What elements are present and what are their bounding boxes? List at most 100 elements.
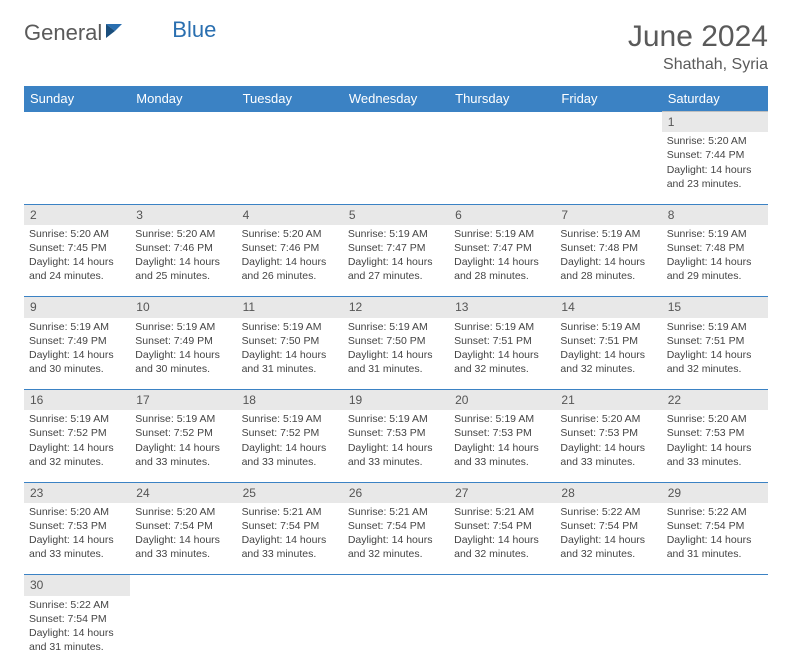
daylight2-text: and 32 minutes. bbox=[348, 547, 444, 561]
sunrise-text: Sunrise: 5:19 AM bbox=[667, 227, 763, 241]
sunset-text: Sunset: 7:54 PM bbox=[348, 519, 444, 533]
day-number bbox=[449, 112, 555, 133]
logo-text-general: General bbox=[24, 20, 102, 46]
week-row: Sunrise: 5:22 AMSunset: 7:54 PMDaylight:… bbox=[24, 596, 768, 668]
daylight2-text: and 26 minutes. bbox=[242, 269, 338, 283]
sunrise-text: Sunrise: 5:19 AM bbox=[454, 227, 550, 241]
week-row: Sunrise: 5:19 AMSunset: 7:49 PMDaylight:… bbox=[24, 318, 768, 390]
sunrise-text: Sunrise: 5:20 AM bbox=[560, 412, 656, 426]
daynum-row: 23242526272829 bbox=[24, 482, 768, 503]
day-number: 7 bbox=[555, 204, 661, 225]
day-cell: Sunrise: 5:19 AMSunset: 7:52 PMDaylight:… bbox=[130, 410, 236, 482]
sunset-text: Sunset: 7:51 PM bbox=[560, 334, 656, 348]
sunrise-text: Sunrise: 5:22 AM bbox=[29, 598, 125, 612]
sunrise-text: Sunrise: 5:22 AM bbox=[667, 505, 763, 519]
day-number: 1 bbox=[662, 112, 768, 133]
sunset-text: Sunset: 7:47 PM bbox=[454, 241, 550, 255]
daylight1-text: Daylight: 14 hours bbox=[29, 533, 125, 547]
daylight2-text: and 27 minutes. bbox=[348, 269, 444, 283]
daylight1-text: Daylight: 14 hours bbox=[667, 441, 763, 455]
day-number: 8 bbox=[662, 204, 768, 225]
day-number bbox=[555, 575, 661, 596]
sunrise-text: Sunrise: 5:21 AM bbox=[454, 505, 550, 519]
daylight2-text: and 23 minutes. bbox=[667, 177, 763, 191]
day-number: 28 bbox=[555, 482, 661, 503]
sunrise-text: Sunrise: 5:20 AM bbox=[242, 227, 338, 241]
daylight1-text: Daylight: 14 hours bbox=[242, 441, 338, 455]
sunset-text: Sunset: 7:52 PM bbox=[242, 426, 338, 440]
day-cell bbox=[449, 132, 555, 204]
daylight2-text: and 32 minutes. bbox=[560, 547, 656, 561]
day-cell bbox=[237, 596, 343, 668]
daylight1-text: Daylight: 14 hours bbox=[242, 255, 338, 269]
daylight1-text: Daylight: 14 hours bbox=[454, 255, 550, 269]
day-cell: Sunrise: 5:19 AMSunset: 7:50 PMDaylight:… bbox=[343, 318, 449, 390]
title-block: June 2024 Shathah, Syria bbox=[628, 20, 768, 74]
daylight2-text: and 28 minutes. bbox=[454, 269, 550, 283]
day-number: 4 bbox=[237, 204, 343, 225]
daylight2-text: and 24 minutes. bbox=[29, 269, 125, 283]
sunrise-text: Sunrise: 5:19 AM bbox=[135, 412, 231, 426]
daylight1-text: Daylight: 14 hours bbox=[348, 255, 444, 269]
daylight1-text: Daylight: 14 hours bbox=[348, 348, 444, 362]
daylight1-text: Daylight: 14 hours bbox=[135, 441, 231, 455]
day-cell bbox=[343, 132, 449, 204]
daylight2-text: and 31 minutes. bbox=[348, 362, 444, 376]
daylight2-text: and 33 minutes. bbox=[29, 547, 125, 561]
sunset-text: Sunset: 7:50 PM bbox=[348, 334, 444, 348]
sunset-text: Sunset: 7:53 PM bbox=[667, 426, 763, 440]
day-number: 15 bbox=[662, 297, 768, 318]
day-number: 3 bbox=[130, 204, 236, 225]
calendar-table: Sunday Monday Tuesday Wednesday Thursday… bbox=[24, 86, 768, 668]
day-cell: Sunrise: 5:20 AMSunset: 7:45 PMDaylight:… bbox=[24, 225, 130, 297]
day-cell: Sunrise: 5:19 AMSunset: 7:51 PMDaylight:… bbox=[449, 318, 555, 390]
sunset-text: Sunset: 7:53 PM bbox=[348, 426, 444, 440]
day-number: 9 bbox=[24, 297, 130, 318]
daylight1-text: Daylight: 14 hours bbox=[135, 255, 231, 269]
daylight1-text: Daylight: 14 hours bbox=[560, 441, 656, 455]
sunset-text: Sunset: 7:52 PM bbox=[135, 426, 231, 440]
week-row: Sunrise: 5:20 AM Sunset: 7:45 PM Daylight:… bbox=[24, 225, 768, 297]
daylight1-text: Daylight: 14 hours bbox=[29, 441, 125, 455]
sunrise-text: Sunrise: 5:19 AM bbox=[135, 320, 231, 334]
day-number: 14 bbox=[555, 297, 661, 318]
day-number: 11 bbox=[237, 297, 343, 318]
sunrise-text: Sunrise: 5:20 AM bbox=[667, 412, 763, 426]
day-number bbox=[343, 575, 449, 596]
day-cell: Sunrise: 5:19 AMSunset: 7:48 PMDaylight:… bbox=[555, 225, 661, 297]
weekday-header: Sunday bbox=[24, 86, 130, 112]
day-number: 26 bbox=[343, 482, 449, 503]
day-number bbox=[662, 575, 768, 596]
daylight1-text: Daylight: 14 hours bbox=[454, 533, 550, 547]
daylight1-text: Daylight: 14 hours bbox=[29, 348, 125, 362]
day-cell bbox=[130, 132, 236, 204]
day-number bbox=[343, 112, 449, 133]
weekday-header: Friday bbox=[555, 86, 661, 112]
week-row: Sunrise: 5:20 AMSunset: 7:44 PMDaylight:… bbox=[24, 132, 768, 204]
daylight1-text: Daylight: 14 hours bbox=[135, 533, 231, 547]
daylight2-text: and 32 minutes. bbox=[560, 362, 656, 376]
daylight2-text: and 33 minutes. bbox=[135, 547, 231, 561]
day-number: 22 bbox=[662, 390, 768, 411]
daylight1-text: Daylight: 14 hours bbox=[667, 348, 763, 362]
daylight2-text: and 31 minutes. bbox=[242, 362, 338, 376]
daylight1-text: Daylight: 14 hours bbox=[454, 441, 550, 455]
sunset-text: Sunset: 7:51 PM bbox=[454, 334, 550, 348]
sunset-text: Sunset: 7:45 PM bbox=[29, 241, 125, 255]
daylight2-text: and 29 minutes. bbox=[667, 269, 763, 283]
sunset-text: Sunset: 7:50 PM bbox=[242, 334, 338, 348]
daylight2-text: and 25 minutes. bbox=[135, 269, 231, 283]
day-cell: Sunrise: 5:20 AMSunset: 7:54 PMDaylight:… bbox=[130, 503, 236, 575]
sunrise-text: Sunrise: 5:20 AM bbox=[135, 505, 231, 519]
day-number bbox=[24, 112, 130, 133]
week-row: Sunrise: 5:19 AMSunset: 7:52 PMDaylight:… bbox=[24, 410, 768, 482]
day-number: 20 bbox=[449, 390, 555, 411]
day-cell: Sunrise: 5:19 AMSunset: 7:52 PMDaylight:… bbox=[24, 410, 130, 482]
sunrise-text: Sunrise: 5:20 AM bbox=[667, 134, 763, 148]
daylight1-text: Daylight: 14 hours bbox=[454, 348, 550, 362]
sunset-text: Sunset: 7:53 PM bbox=[29, 519, 125, 533]
daynum-row: 1 bbox=[24, 112, 768, 133]
logo-text-blue: Blue bbox=[172, 17, 216, 43]
daylight1-text: Daylight: 14 hours bbox=[667, 255, 763, 269]
sunrise-text: Sunrise: 5:19 AM bbox=[560, 227, 656, 241]
